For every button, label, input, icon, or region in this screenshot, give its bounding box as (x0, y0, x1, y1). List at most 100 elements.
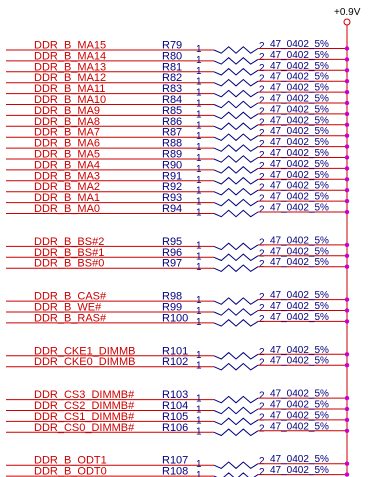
ref-designator: R99 (162, 302, 182, 314)
junction-dot (344, 155, 350, 160)
pin2-number: 2 (259, 85, 265, 96)
resistor-value: 47_0402_5% (270, 290, 329, 301)
resistor-row: DDR_B_MA8 R86 1 2 47_0402_5% (6, 115, 350, 131)
resistor-value: 47_0402_5% (270, 257, 329, 268)
ref-designator: R104 (162, 400, 188, 412)
pin1-number: 1 (196, 131, 202, 142)
net-label: DDR_B_MA0 (34, 203, 100, 215)
resistor-value: 47_0402_5% (270, 39, 329, 50)
ref-designator: R98 (162, 291, 182, 303)
pin1-number: 1 (196, 77, 202, 88)
power-rail: +0.9V (334, 7, 361, 475)
pin2-number: 2 (259, 412, 265, 423)
resistor-value: 47_0402_5% (270, 115, 329, 126)
junction-dot (344, 198, 350, 204)
net-label: DDR_B_ODT1 (34, 455, 107, 467)
pin2-number: 2 (259, 402, 265, 413)
net-label: DDR_B_BS#2 (34, 236, 104, 248)
pin1-number: 1 (196, 99, 202, 110)
ref-designator: R80 (162, 50, 182, 62)
pin1-number: 1 (196, 459, 202, 470)
resistor-symbol (213, 176, 259, 185)
junction-dot (344, 166, 350, 171)
pin2-number: 2 (259, 292, 265, 303)
power-rail-terminal (343, 18, 351, 26)
pin2-number: 2 (259, 467, 265, 477)
pin1-number: 1 (196, 55, 202, 66)
pin2-number: 2 (259, 303, 265, 314)
pin2-number: 2 (259, 237, 265, 248)
resistor-symbol (213, 472, 259, 477)
ref-designator: R92 (162, 181, 182, 193)
resistor-value: 47_0402_5% (270, 94, 329, 105)
resistor-row: DDR_B_ODT0 R108 1 2 47_0402_5% (6, 465, 350, 477)
power-rail-label: +0.9V (334, 7, 361, 18)
pin1-number: 1 (196, 88, 202, 99)
ref-designator: R105 (162, 411, 188, 423)
net-label: DDR_CKE1_DIMMB (34, 345, 135, 357)
resistor-symbol (213, 198, 259, 207)
pin2-number: 2 (259, 259, 265, 270)
pin1-number: 1 (196, 109, 202, 120)
resistor-row: DDR_B_MA11 R83 1 2 47_0402_5% (6, 83, 350, 99)
resistor-symbol (213, 461, 259, 470)
resistor-row: DDR_B_MA13 R81 1 2 47_0402_5% (6, 61, 350, 77)
resistor-row: DDR_B_CAS# R98 1 2 47_0402_5% (6, 290, 350, 306)
junction-dot (344, 133, 350, 138)
pin1-number: 1 (196, 394, 202, 405)
resistor-symbol (213, 417, 259, 426)
resistor-value: 47_0402_5% (270, 159, 329, 170)
pin2-number: 2 (259, 139, 265, 150)
ref-designator: R82 (162, 72, 182, 84)
resistor-value: 47_0402_5% (270, 312, 329, 323)
resistor-symbol (213, 428, 259, 437)
resistor-value: 47_0402_5% (270, 181, 329, 192)
resistor-row: DDR_B_MA7 R87 1 2 47_0402_5% (6, 126, 350, 142)
ref-designator: R108 (162, 466, 188, 477)
resistor-value: 47_0402_5% (270, 137, 329, 148)
ref-designator: R89 (162, 149, 182, 161)
resistor-symbol (213, 362, 259, 371)
ref-designator: R87 (162, 127, 182, 139)
net-label: DDR_B_BS#0 (34, 258, 104, 270)
pin2-number: 2 (259, 161, 265, 172)
pin1-number: 1 (196, 306, 202, 317)
pin1-number: 1 (196, 142, 202, 153)
ref-designator: R83 (162, 83, 182, 95)
resistor-value: 47_0402_5% (270, 301, 329, 312)
pin1-number: 1 (196, 175, 202, 186)
resistor-value: 47_0402_5% (270, 246, 329, 257)
junction-dot (344, 395, 350, 401)
resistor-value: 47_0402_5% (270, 126, 329, 137)
resistor-rows: DDR_B_MA15 R79 1 2 47_0402_5% DDR_B_MA14 R80 1 2… (6, 39, 350, 477)
resistor-value: 47_0402_5% (270, 410, 329, 421)
junction-dot (344, 253, 350, 258)
junction-dot (344, 68, 350, 73)
ref-designator: R107 (162, 455, 188, 467)
net-label: DDR_B_MA13 (34, 61, 106, 73)
ref-designator: R85 (162, 105, 182, 117)
net-label: DDR_B_MA5 (34, 149, 100, 161)
junction-dot (344, 144, 350, 149)
net-label: DDR_B_MA6 (34, 138, 100, 150)
pin2-number: 2 (259, 63, 265, 74)
resistor-symbol (213, 57, 259, 65)
pin1-number: 1 (196, 251, 202, 262)
pin2-number: 2 (259, 74, 265, 85)
resistor-row: DDR_CS1_DIMMB# R105 1 2 47_0402_5% (6, 410, 350, 426)
pin1-number: 1 (196, 120, 202, 131)
ref-designator: R96 (162, 247, 182, 259)
net-label: DDR_B_MA4 (34, 159, 100, 171)
resistor-value: 47_0402_5% (270, 465, 329, 476)
ref-designator: R79 (162, 40, 182, 52)
pin2-number: 2 (259, 117, 265, 128)
junction-dot (344, 111, 350, 117)
resistor-row: DDR_B_BS#2 R95 1 2 47_0402_5% (6, 235, 350, 251)
resistor-symbol (213, 242, 259, 251)
pin2-number: 2 (259, 183, 265, 194)
resistor-symbol (213, 166, 259, 174)
resistor-symbol (213, 155, 259, 163)
resistor-row: DDR_B_BS#1 R96 1 2 47_0402_5% (6, 246, 350, 262)
pin1-number: 1 (196, 164, 202, 175)
resistor-row: DDR_CS2_DIMMB# R104 1 2 47_0402_5% (6, 400, 350, 416)
